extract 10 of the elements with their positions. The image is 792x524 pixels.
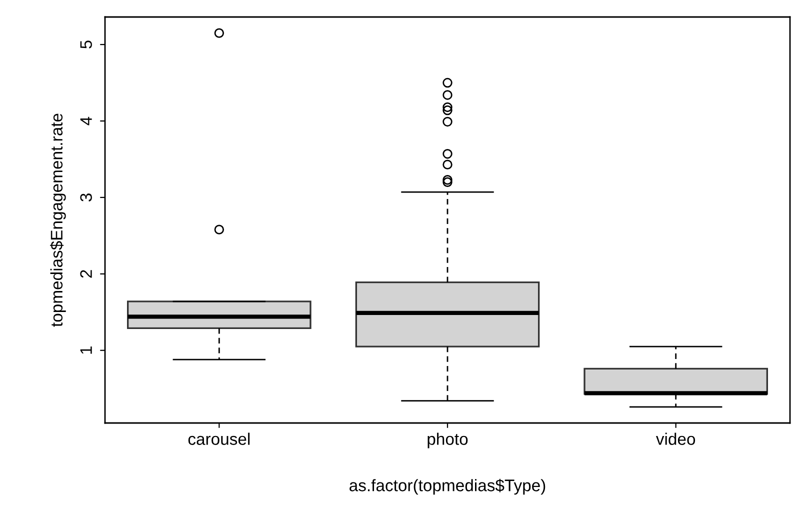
y-tick-label: 4: [80, 116, 92, 126]
x-tick-label: carousel: [188, 432, 250, 445]
y-tick-label: 5: [80, 40, 92, 48]
x-axis-title: as.factor(topmedias$Type): [350, 478, 546, 495]
y-tick-label: 3: [80, 194, 92, 202]
x-tick-label: video: [656, 432, 696, 445]
y-tick-label: 2: [80, 270, 92, 278]
x-tick-label: photo: [428, 432, 468, 448]
y-tick-label: 1: [80, 346, 92, 354]
y-axis-title: topmedias$Engagement.rate: [50, 114, 66, 327]
